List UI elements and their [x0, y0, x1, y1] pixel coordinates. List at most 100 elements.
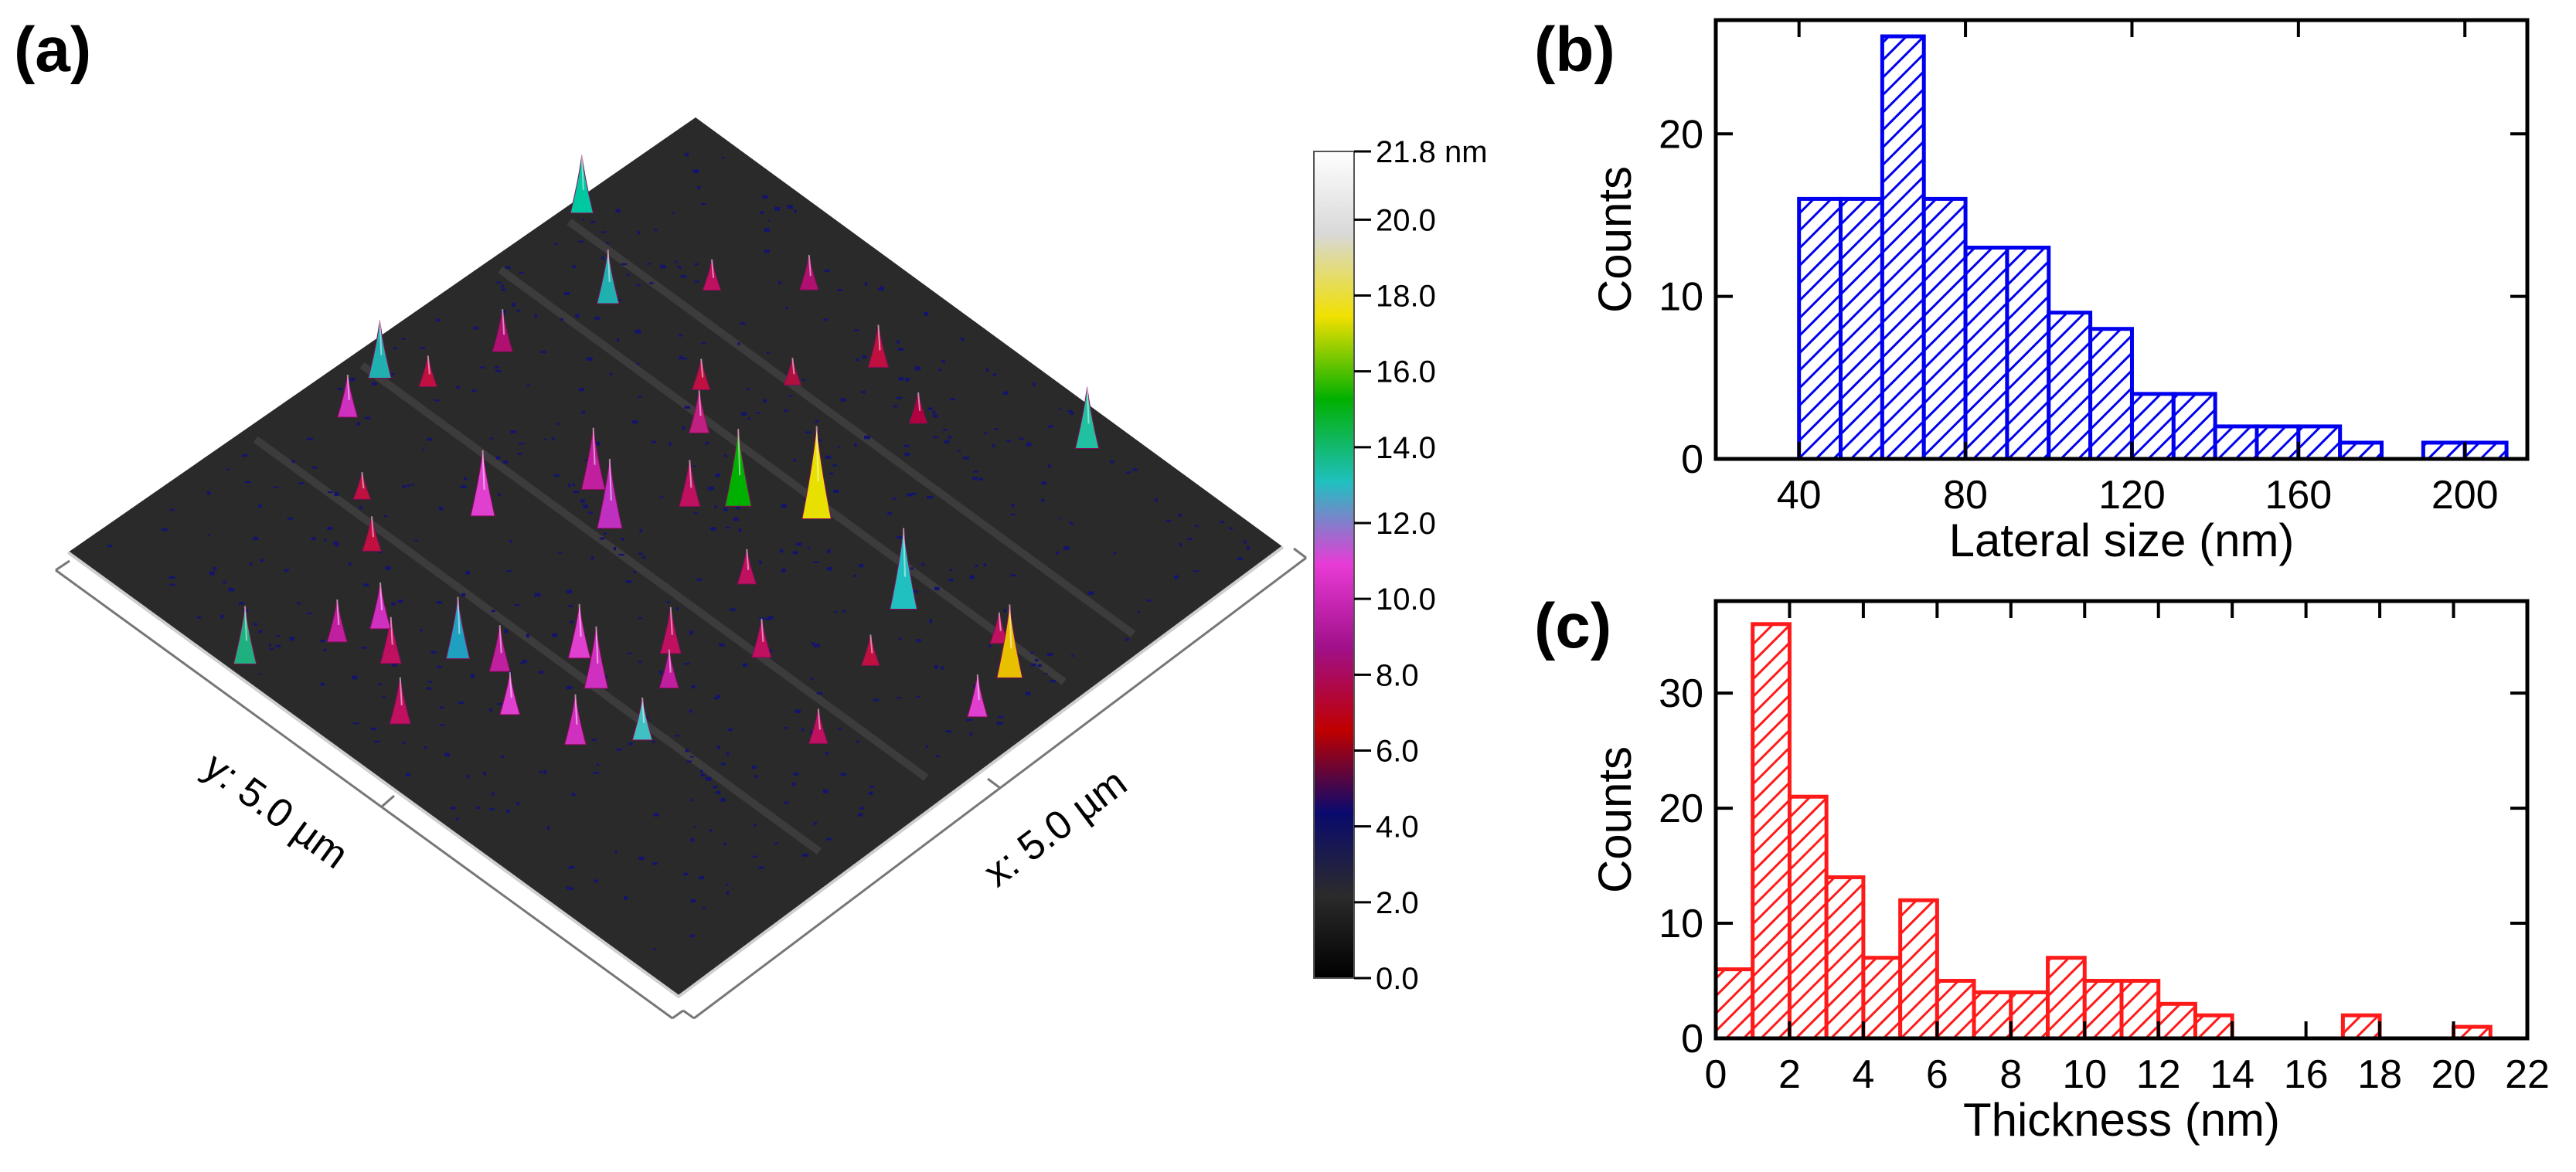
- speckle: [934, 586, 940, 591]
- speckle: [338, 387, 343, 390]
- speckle: [1046, 653, 1053, 657]
- speckle: [945, 730, 951, 733]
- hist-c-ytick-label-2: 20: [1659, 786, 1703, 831]
- speckle: [385, 566, 391, 570]
- afm-peak-highlight-0: [580, 155, 584, 190]
- speckle: [690, 934, 695, 938]
- speckle: [638, 617, 642, 620]
- speckle: [825, 455, 832, 459]
- speckle: [543, 769, 547, 774]
- speckle: [590, 556, 594, 560]
- speckle: [616, 748, 622, 751]
- speckle: [1110, 460, 1114, 464]
- speckle: [249, 562, 253, 566]
- speckle: [781, 568, 786, 572]
- speckle: [840, 773, 846, 776]
- speckle: [925, 745, 929, 748]
- speckle: [853, 574, 856, 577]
- speckle: [379, 683, 382, 686]
- speckle: [613, 546, 616, 551]
- speckle: [334, 492, 339, 497]
- hist-c-xtick-label-5: 10: [2062, 1052, 2107, 1097]
- surface-texture: [107, 152, 1251, 950]
- panel-c: (c) 0 2 4 6 8 10 12 14 16 18 20 22 0 10 20 30 Thickness …: [1534, 591, 2550, 1146]
- speckle: [765, 618, 771, 621]
- speckle: [586, 357, 593, 361]
- speckle: [693, 826, 696, 828]
- speckle: [689, 708, 692, 713]
- y-axis-label: y: 5.0 µm: [196, 744, 356, 878]
- speckle: [1055, 551, 1060, 555]
- speckle: [584, 459, 588, 461]
- hist-b-bar-16: [2462, 440, 2509, 461]
- speckle: [604, 675, 609, 678]
- hist-c-xlabel: Thickness (nm): [1963, 1094, 2280, 1146]
- afm-peak-highlight-11: [815, 426, 819, 482]
- speckle: [534, 314, 538, 318]
- speckle: [842, 610, 846, 613]
- speckle: [439, 724, 446, 726]
- hist-c-bar-17: [2340, 1013, 2382, 1041]
- afm-peak-highlight-23: [578, 603, 582, 637]
- hist-b-bar-1: [1839, 196, 1884, 461]
- speckle: [862, 355, 866, 359]
- speckle: [543, 438, 546, 441]
- hist-b-bar-15: [2421, 440, 2467, 461]
- hist-c-bar-10: [2082, 979, 2124, 1041]
- speckle: [624, 896, 628, 900]
- speckle: [633, 571, 637, 573]
- speckle: [638, 396, 642, 398]
- speckle: [575, 314, 580, 318]
- speckle: [779, 549, 784, 553]
- speckle: [898, 377, 904, 381]
- speckle: [892, 498, 897, 500]
- speckle: [363, 583, 369, 587]
- speckle: [526, 634, 530, 638]
- speckle: [510, 430, 517, 433]
- colorbar-tick-label-11: 0.0: [1376, 962, 1419, 996]
- speckle: [539, 671, 544, 674]
- hist-c-bar-7: [1972, 990, 2013, 1041]
- speckle: [791, 782, 796, 786]
- speckle: [975, 564, 978, 568]
- speckle: [880, 286, 883, 290]
- speckle: [795, 709, 801, 714]
- afm-peaks: [233, 155, 1100, 746]
- speckle: [647, 263, 651, 265]
- speckle: [169, 583, 175, 586]
- speckle: [492, 792, 495, 796]
- speckle: [740, 412, 747, 416]
- speckle: [327, 526, 333, 530]
- speckle: [470, 674, 475, 678]
- speckle: [933, 414, 938, 418]
- speckle: [461, 593, 466, 597]
- speckle: [506, 570, 512, 572]
- hist-b-bar-0: [1797, 196, 1843, 461]
- speckle: [1031, 663, 1036, 667]
- speckle: [1126, 471, 1131, 474]
- hist-c-bar-1: [1751, 622, 1792, 1041]
- speckle: [690, 756, 694, 758]
- speckle: [583, 504, 589, 508]
- hist-b-xtick-label-0: 40: [1777, 473, 1822, 518]
- colorbar-scale: [1313, 151, 1355, 979]
- speckle: [679, 355, 682, 360]
- hist-c-xtick-label-0: 0: [1705, 1052, 1727, 1097]
- speckle: [558, 552, 563, 554]
- speckle: [1058, 518, 1062, 520]
- afm-peak-highlight-37: [244, 606, 248, 641]
- speckle: [719, 643, 725, 647]
- colorbar-tick-label-3: 16.0: [1376, 355, 1436, 389]
- speckle: [196, 617, 202, 619]
- colorbar-tick-label-1: 20.0: [1376, 203, 1436, 237]
- speckle: [681, 357, 688, 360]
- speckle: [801, 379, 806, 381]
- speckle: [961, 337, 965, 341]
- speckle: [519, 272, 524, 274]
- speckle: [489, 437, 494, 440]
- speckle: [362, 646, 367, 649]
- speckle: [943, 428, 948, 431]
- speckle: [220, 614, 224, 619]
- speckle: [391, 663, 397, 667]
- speckle: [933, 436, 938, 439]
